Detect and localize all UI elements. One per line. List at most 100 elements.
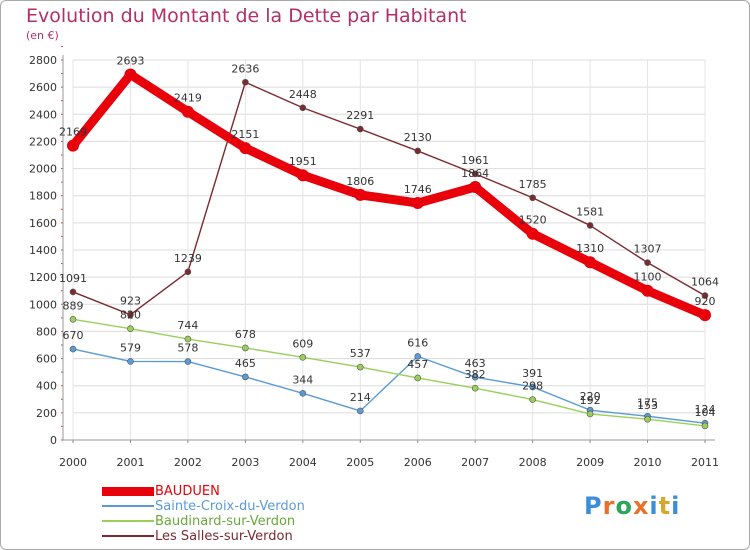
x-tick-label: 2007 [461, 456, 489, 469]
data-label: 1239 [174, 252, 202, 265]
data-label: 670 [63, 329, 84, 342]
data-label: 2130 [404, 131, 432, 144]
legend-label: Baudinard-sur-Verdon [155, 514, 296, 529]
data-point [414, 353, 422, 360]
data-label: 1961 [461, 154, 489, 167]
data-label: 124 [695, 403, 716, 416]
chart-title: Evolution du Montant de la Dette par Hab… [26, 5, 467, 27]
data-label: 2169 [59, 126, 87, 139]
data-point [69, 288, 77, 296]
legend-swatch [102, 505, 154, 507]
x-tick-label: 2008 [519, 456, 547, 469]
x-tick-label: 2005 [346, 456, 374, 469]
data-label: 391 [522, 367, 543, 380]
data-point [586, 410, 594, 418]
data-label: 1746 [404, 183, 432, 196]
data-label: 1864 [461, 167, 489, 180]
y-tick-label: 800 [36, 325, 57, 338]
legend-label: BAUDUEN [155, 484, 220, 499]
data-label: 744 [177, 319, 198, 332]
y-tick-label: 1000 [29, 298, 57, 311]
data-point [127, 358, 134, 365]
data-point [124, 68, 137, 81]
legend-swatch [102, 486, 154, 496]
data-point [239, 142, 252, 155]
y-tick-label: 1800 [29, 190, 57, 203]
data-label: 678 [235, 328, 256, 341]
data-point [69, 316, 77, 323]
series-line-bauduen [68, 70, 710, 320]
data-point [471, 170, 479, 178]
data-label: 889 [63, 299, 84, 312]
data-label: 1785 [519, 178, 547, 191]
data-label: 578 [177, 342, 198, 355]
data-label: 537 [350, 347, 371, 360]
data-label: 2291 [346, 109, 374, 122]
data-point [584, 256, 597, 269]
data-label: 1307 [634, 243, 662, 256]
x-tick-label: 2006 [404, 456, 432, 469]
data-label: 1581 [576, 205, 604, 218]
data-point [414, 147, 422, 155]
legend-item: Sainte-Croix-du-Verdon [102, 499, 362, 514]
data-label: 298 [522, 380, 543, 393]
y-tick-label: 1400 [29, 244, 57, 257]
data-point [699, 309, 711, 322]
data-label: 465 [235, 357, 256, 370]
data-label: 1100 [634, 271, 662, 284]
data-point [414, 374, 422, 382]
data-label: 104 [695, 406, 716, 419]
data-point [469, 181, 482, 194]
data-point [354, 188, 367, 201]
x-tick-label: 2003 [231, 456, 259, 469]
data-point [299, 390, 307, 397]
data-label: 1520 [519, 214, 547, 227]
data-label: 820 [120, 309, 141, 322]
legend-label: Sainte-Croix-du-Verdon [155, 499, 305, 514]
y-tick-label: 2600 [29, 81, 57, 94]
data-label: 920 [695, 295, 716, 308]
legend-item: BAUDUEN [102, 484, 362, 499]
data-label: 579 [120, 341, 141, 354]
data-point [181, 105, 194, 118]
data-label: 616 [407, 336, 428, 349]
data-label: 1806 [346, 175, 374, 188]
x-tick-label: 2000 [59, 456, 87, 469]
data-label: 2419 [174, 92, 202, 105]
data-label: 2693 [116, 55, 144, 68]
data-point [641, 284, 654, 297]
data-point [644, 259, 651, 266]
data-point [471, 373, 479, 381]
chart-legend: BAUDUEN Sainte-Croix-du-Verdon Baudinard-s… [102, 484, 362, 544]
legend-swatch [102, 535, 154, 537]
data-label: 457 [407, 358, 428, 371]
series-line-baudinard-sur-verdon [72, 318, 706, 427]
y-tick-label: 2000 [29, 163, 57, 176]
y-tick-label: 2800 [29, 54, 57, 67]
data-label: 1091 [59, 272, 87, 285]
y-tick-label: 2400 [29, 108, 57, 121]
data-label: 214 [350, 391, 371, 404]
data-point [242, 78, 249, 86]
y-tick-label: 1600 [29, 217, 57, 230]
data-label: 192 [580, 394, 601, 407]
data-point [127, 311, 134, 319]
data-point [529, 396, 536, 403]
data-label: 2636 [231, 62, 259, 75]
data-point [242, 373, 249, 381]
data-label: 609 [292, 337, 313, 350]
data-point [299, 354, 307, 361]
data-point [356, 363, 364, 371]
data-point [471, 384, 479, 392]
data-point [701, 422, 709, 430]
data-point [127, 325, 134, 333]
data-point [529, 383, 536, 391]
data-label: 463 [465, 357, 486, 370]
y-tick-label: 400 [36, 380, 57, 393]
data-label: 2448 [289, 88, 317, 101]
data-point [526, 227, 539, 240]
x-tick-label: 2002 [174, 456, 202, 469]
data-point [529, 194, 536, 202]
data-point [184, 268, 192, 276]
